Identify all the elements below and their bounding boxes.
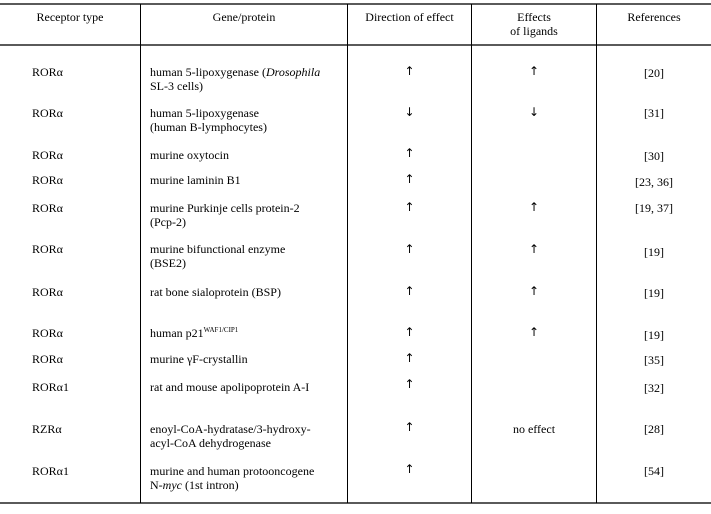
column-divider-2	[347, 4, 348, 503]
header-receptor-type: Receptor type	[36, 10, 104, 24]
ligands-cell: ↑	[528, 325, 540, 339]
gene-text: human p21	[150, 326, 204, 340]
table-bottom-rule	[0, 502, 711, 504]
column-divider-1	[140, 4, 141, 503]
gene-cell: enoyl-CoA-hydratase/3-hydroxy- acyl-CoA …	[150, 422, 346, 450]
header-effects-of-ligands: Effects of ligands	[472, 10, 596, 38]
ligands-cell: ↑	[528, 200, 540, 214]
receptor-cell: RORα	[32, 352, 63, 366]
ligands-cell: ↑	[528, 64, 540, 78]
references-cell: [30]	[644, 149, 664, 163]
direction-cell: ↑	[404, 325, 415, 339]
gene-cell: murine laminin B1	[150, 173, 241, 187]
receptor-cell: RORα1	[32, 464, 69, 478]
references-cell: [54]	[644, 464, 664, 478]
gene-cell: human p21WAF1/CIP1	[150, 326, 346, 340]
receptor-cell: RZRα	[32, 422, 62, 436]
references-cell: [19]	[644, 286, 664, 300]
direction-cell: ↑	[404, 462, 415, 476]
header-references: References	[627, 10, 681, 24]
references-cell: [32]	[644, 381, 664, 395]
gene-line1: murine bifunctional enzyme	[150, 242, 286, 256]
gene-cell: murine oxytocin	[150, 148, 229, 162]
header-effects-line1: Effects	[517, 10, 551, 24]
column-divider-4	[596, 4, 597, 503]
gene-line2: acyl-CoA dehydrogenase	[150, 436, 271, 450]
references-cell: [19]	[644, 245, 664, 259]
gene-cell: human 5-lipoxygenase (human B-lymphocyte…	[150, 106, 346, 134]
gene-line1: murine Purkinje cells protein-2	[150, 201, 300, 215]
references-cell: [19, 37]	[635, 201, 673, 215]
direction-cell: ↑	[404, 146, 415, 160]
gene-cell: murine and human protooncogene N-myc (1s…	[150, 464, 346, 492]
receptor-cell: RORα	[32, 285, 63, 299]
references-cell: [20]	[644, 66, 664, 80]
direction-cell: ↑	[404, 172, 415, 186]
gene-italic: myc	[162, 478, 182, 492]
receptor-cell: RORα	[32, 106, 63, 120]
ligands-cell: no effect	[512, 422, 556, 436]
direction-cell: ↑	[404, 200, 415, 214]
gene-line2: (human B-lymphocytes)	[150, 120, 267, 134]
receptor-cell: RORα	[32, 148, 63, 162]
gene-text: (1st intron)	[182, 478, 239, 492]
references-cell: [35]	[644, 353, 664, 367]
header-bottom-rule	[0, 44, 711, 46]
direction-cell: ↑	[404, 284, 415, 298]
gene-cell: murine Purkinje cells protein-2 (Pcp-2)	[150, 201, 346, 229]
gene-line1: human 5-lipoxygenase	[150, 106, 259, 120]
references-cell: [28]	[644, 422, 664, 436]
receptor-cell: RORα1	[32, 380, 69, 394]
gene-text: human 5-lipoxygenase (	[150, 65, 266, 79]
ligands-cell: ↓	[528, 105, 540, 119]
gene-line2: SL-3 cells)	[150, 79, 203, 93]
receptor-cell: RORα	[32, 173, 63, 187]
receptor-cell: RORα	[32, 201, 63, 215]
gene-cell: murine γF-crystallin	[150, 352, 248, 366]
references-cell: [31]	[644, 106, 664, 120]
receptor-cell: RORα	[32, 242, 63, 256]
receptor-cell: RORα	[32, 65, 63, 79]
references-cell: [23, 36]	[635, 175, 673, 189]
gene-line1: murine and human protooncogene	[150, 464, 315, 478]
header-gene-protein: Gene/protein	[212, 10, 276, 24]
gene-line2: (BSE2)	[150, 256, 186, 270]
direction-cell: ↓	[404, 105, 415, 119]
header-effects-line2: of ligands	[510, 24, 558, 38]
column-divider-3	[471, 4, 472, 503]
gene-cell: human 5-lipoxygenase (Drosophila SL-3 ce…	[150, 65, 346, 93]
receptor-cell: RORα	[32, 326, 63, 340]
header-direction-of-effect: Direction of effect	[365, 10, 454, 24]
gene-text: N-	[150, 478, 163, 492]
table-top-rule	[0, 3, 711, 5]
direction-cell: ↑	[404, 377, 415, 391]
gene-cell: rat and mouse apolipoprotein A-I	[150, 380, 310, 394]
ligands-cell: ↑	[528, 284, 540, 298]
gene-cell: rat bone sialoprotein (BSP)	[150, 285, 281, 299]
direction-cell: ↑	[404, 420, 415, 434]
gene-italic: Drosophila	[265, 65, 321, 79]
direction-cell: ↑	[404, 64, 415, 78]
direction-cell: ↑	[404, 242, 415, 256]
ligands-cell: ↑	[528, 242, 540, 256]
gene-cell: murine bifunctional enzyme (BSE2)	[150, 242, 346, 270]
gene-line2: (Pcp-2)	[150, 215, 186, 229]
gene-superscript: WAF1/CIP1	[203, 326, 239, 334]
direction-cell: ↑	[404, 351, 415, 365]
references-cell: [19]	[644, 328, 664, 342]
gene-line1: enoyl-CoA-hydratase/3-hydroxy-	[150, 422, 311, 436]
